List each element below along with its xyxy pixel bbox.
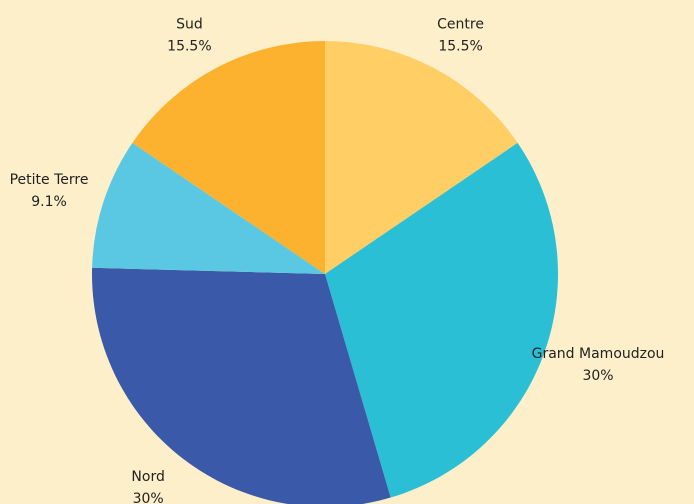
pie-slice [325, 142, 558, 498]
pie-slice [325, 41, 518, 274]
slice-value-label: 15.5% [438, 38, 482, 54]
slice-label: Petite Terre [10, 172, 89, 188]
slice-label: Nord [131, 469, 164, 485]
pie-slice [92, 267, 391, 504]
slice-label: Centre [437, 16, 484, 32]
slice-value-label: 15.5% [167, 38, 211, 54]
pie-slice [132, 41, 325, 274]
slice-value-label: 30% [133, 491, 164, 504]
slice-value-label: 30% [582, 368, 613, 384]
pie-slice [92, 142, 325, 274]
slice-label: Sud [176, 16, 203, 32]
slice-value-label: 9.1% [31, 194, 67, 210]
slice-label: Grand Mamoudzou [532, 346, 665, 362]
